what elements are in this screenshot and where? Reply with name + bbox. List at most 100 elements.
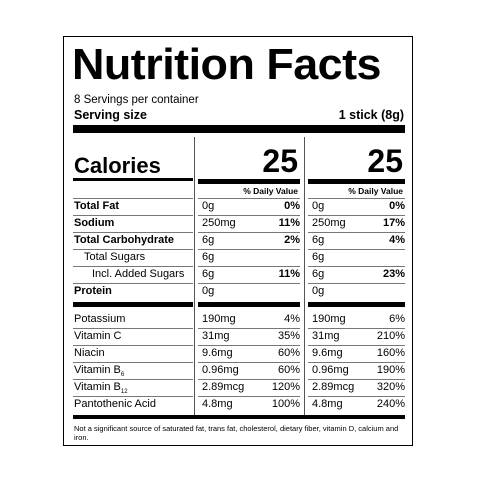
row-divider [73,249,193,250]
vitamin-amount: 0.96mg [312,364,349,376]
nutrient-amount: 250mg [202,217,236,229]
nutrient-name: Protein [74,285,112,297]
vitamin-name-text: Vitamin C [74,330,122,342]
vitamin-daily-value: 35% [277,330,300,342]
row-divider [308,198,405,199]
vitamin-row: Vitamin C 31mg 35% 31mg 210% [64,328,414,345]
row-divider [308,232,405,233]
row-divider [198,379,300,380]
nutrient-amount: 0g [312,285,325,297]
vitamin-name-text: Vitamin B [74,381,121,393]
row-divider [198,283,300,284]
row-divider [198,362,300,363]
column-divider-1 [194,137,195,415]
servings-per-container: 8 Servings per container [74,94,199,106]
nutrient-amount: 6g [202,234,215,246]
protein-divider-col1 [198,302,300,307]
thick-divider [73,125,405,133]
row-divider [198,266,300,267]
row-divider [308,249,405,250]
vitamin-daily-value: 4% [284,313,300,325]
nutrient-amount: 250mg [312,217,346,229]
vitamin-row: Vitamin B6 0.96mg 60% 0.96mg 190% [64,362,414,379]
row-divider [198,345,300,346]
row-divider [308,345,405,346]
nutrient-name: Sodium [74,217,115,229]
vitamin-amount: 190mg [202,313,236,325]
vitamin-name: Vitamin B12 [74,381,128,396]
nutrient-amount: 6g [202,268,215,280]
row-divider [198,328,300,329]
vitamin-row: Vitamin B12 2.89mcg 120% 2.89mcg 320% [64,379,414,396]
protein-divider-col0 [73,302,193,307]
nutrient-daily-value: 4% [389,234,405,246]
row-divider [73,232,193,233]
nutrient-amount: 0g [202,200,215,212]
calories-label: Calories [74,153,161,178]
vitamin-amount: 0.96mg [202,364,239,376]
row-divider [308,379,405,380]
vitamin-daily-value: 320% [376,381,405,393]
vitamin-subscript: 6 [120,372,125,378]
row-divider [308,283,405,284]
footnote: Not a significant source of saturated fa… [74,424,399,443]
vitamin-amount: 2.89mcg [312,381,355,393]
vitamin-daily-value: 120% [271,381,300,393]
row-divider [308,266,405,267]
calories-value-col2: 25 [367,143,403,179]
nutrient-row: Incl. Added Sugars 6g 11% 6g 23% [64,266,414,283]
vitamin-amount: 9.6mg [202,347,233,359]
nutrient-row: Total Fat 0g 0% 0g 0% [64,198,414,215]
row-divider [73,396,193,397]
row-divider [198,249,300,250]
row-divider [73,362,193,363]
nutrient-daily-value: 0% [284,200,300,212]
nutrition-facts-panel: Nutrition Facts 8 Servings per container… [63,36,413,446]
vitamin-row: Niacin 9.6mg 60% 9.6mg 160% [64,345,414,362]
row-divider [73,379,193,380]
row-divider [73,283,193,284]
row-divider [73,345,193,346]
nutrient-daily-value: 17% [382,217,405,229]
row-divider [73,215,193,216]
nutrient-name: Total Fat [74,200,120,212]
nutrient-name: Incl. Added Sugars [92,268,185,280]
vitamin-amount: 190mg [312,313,346,325]
vitamin-name: Niacin [74,348,105,359]
vitamin-daily-value: 210% [376,330,405,342]
row-divider [198,215,300,216]
serving-size-label: Serving size [74,108,147,122]
column-divider-2 [304,137,305,415]
vitamin-daily-value: 6% [389,313,405,325]
vitamin-name-text: Vitamin B [74,364,121,376]
nutrient-daily-value: 0% [389,200,405,212]
nutrition-facts-title: Nutrition Facts [72,40,382,89]
nutrient-daily-value: 11% [278,268,300,280]
vitamin-amount: 31mg [312,330,340,342]
vitamin-amount: 4.8mg [202,398,233,410]
nutrient-daily-value: 11% [278,217,300,229]
vitamin-daily-value: 190% [376,364,405,376]
vitamin-daily-value: 160% [376,347,405,359]
vitamin-name: Potassium [74,314,125,325]
nutrient-name: Total Carbohydrate [74,234,175,246]
nutrient-row: Total Carbohydrate 6g 2% 6g 4% [64,232,414,249]
daily-value-header-col1: % Daily Value [243,186,298,196]
vitamin-name: Vitamin B6 [74,364,125,379]
nutrient-row: Total Sugars 6g 6g [64,249,414,266]
nutrient-amount: 0g [202,285,215,297]
vitamin-subscript: 12 [120,389,128,395]
vitamin-daily-value: 60% [277,347,300,359]
nutrient-name: Total Sugars [84,251,146,263]
row-divider [73,198,193,199]
calories-divider-col1 [198,179,300,184]
calories-underline [73,178,193,181]
row-divider [308,215,405,216]
bottom-divider [73,415,405,419]
vitamin-name: Vitamin C [74,331,121,342]
vitamin-amount: 2.89mcg [202,381,245,393]
row-divider [73,328,193,329]
row-divider [198,396,300,397]
row-divider [308,362,405,363]
vitamin-name-text: Niacin [74,347,105,359]
